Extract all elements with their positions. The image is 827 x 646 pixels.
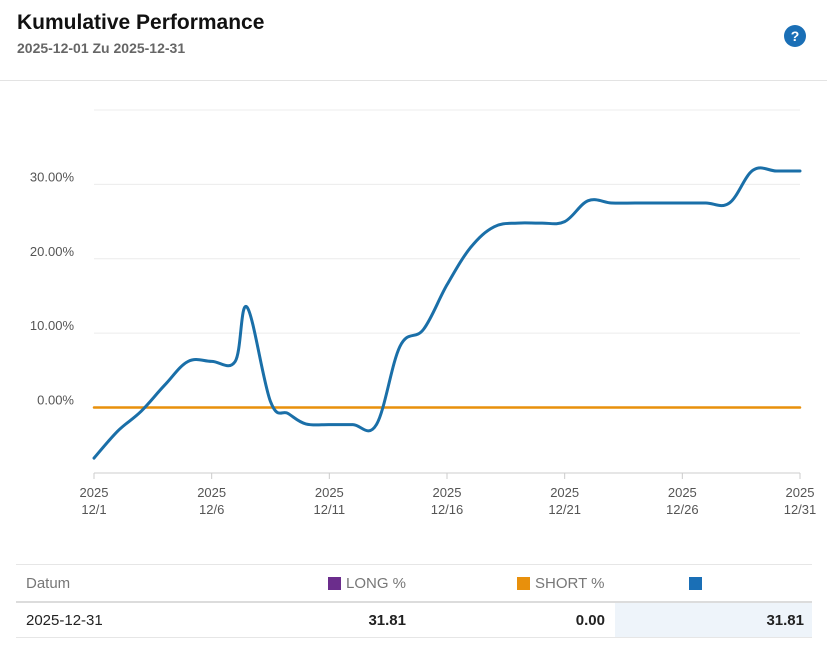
column-header-total[interactable] <box>689 565 707 601</box>
chart-header: Kumulative Performance 2025-12-01 Zu 202… <box>0 0 827 81</box>
summary-table: Datum LONG % SHORT % 2025-12-31 31.81 0.… <box>16 564 812 638</box>
total-swatch-icon <box>689 576 702 590</box>
row-long-value: 31.81 <box>368 611 406 629</box>
y-tick-label: 10.00% <box>30 318 75 333</box>
x-tick-label: 12/1 <box>81 502 106 517</box>
x-tick-label: 12/21 <box>548 502 581 517</box>
x-tick-label: 2025 <box>668 485 697 500</box>
x-tick-label: 12/31 <box>784 502 817 517</box>
column-header-long[interactable]: LONG % <box>328 565 406 601</box>
column-header-date: Datum <box>26 565 70 601</box>
row-date: 2025-12-31 <box>26 611 103 629</box>
x-tick-label: 2025 <box>433 485 462 500</box>
x-tick-label: 12/6 <box>199 502 224 517</box>
chart-title: Kumulative Performance <box>17 11 265 34</box>
table-header-row: Datum LONG % SHORT % <box>16 564 812 603</box>
column-header-short-label: SHORT % <box>535 574 605 592</box>
y-tick-label: 0.00% <box>37 393 74 408</box>
column-header-date-label: Datum <box>26 574 71 592</box>
row-total-value: 31.81 <box>615 603 812 637</box>
y-tick-label: 30.00% <box>30 169 75 184</box>
x-tick-label: 12/16 <box>431 502 464 517</box>
x-tick-label: 12/11 <box>314 502 346 517</box>
column-header-long-label: LONG % <box>346 574 407 592</box>
x-tick-label: 2025 <box>550 485 579 500</box>
row-short-value: 0.00 <box>575 611 605 629</box>
help-icon[interactable]: ? <box>784 25 806 47</box>
short-swatch-icon <box>517 576 530 590</box>
x-tick-label: 12/26 <box>666 502 699 517</box>
date-range-subtitle: 2025-12-01 Zu 2025-12-31 <box>17 40 186 56</box>
table-row: 2025-12-31 31.81 0.00 31.81 <box>16 603 812 638</box>
x-tick-label: 2025 <box>197 485 226 500</box>
y-tick-label: 20.00% <box>30 244 75 259</box>
performance-line-chart: 0.00% 10.00% 20.00% 30.00% 2025 12/1 2025 12/6 2… <box>30 109 817 517</box>
x-tick-label: 2025 <box>786 485 815 500</box>
x-tick-label: 2025 <box>80 485 109 500</box>
column-header-short[interactable]: SHORT % <box>517 565 604 601</box>
x-tick-label: 2025 <box>315 485 344 500</box>
total-series-line <box>92 166 802 460</box>
long-swatch-icon <box>328 576 341 590</box>
